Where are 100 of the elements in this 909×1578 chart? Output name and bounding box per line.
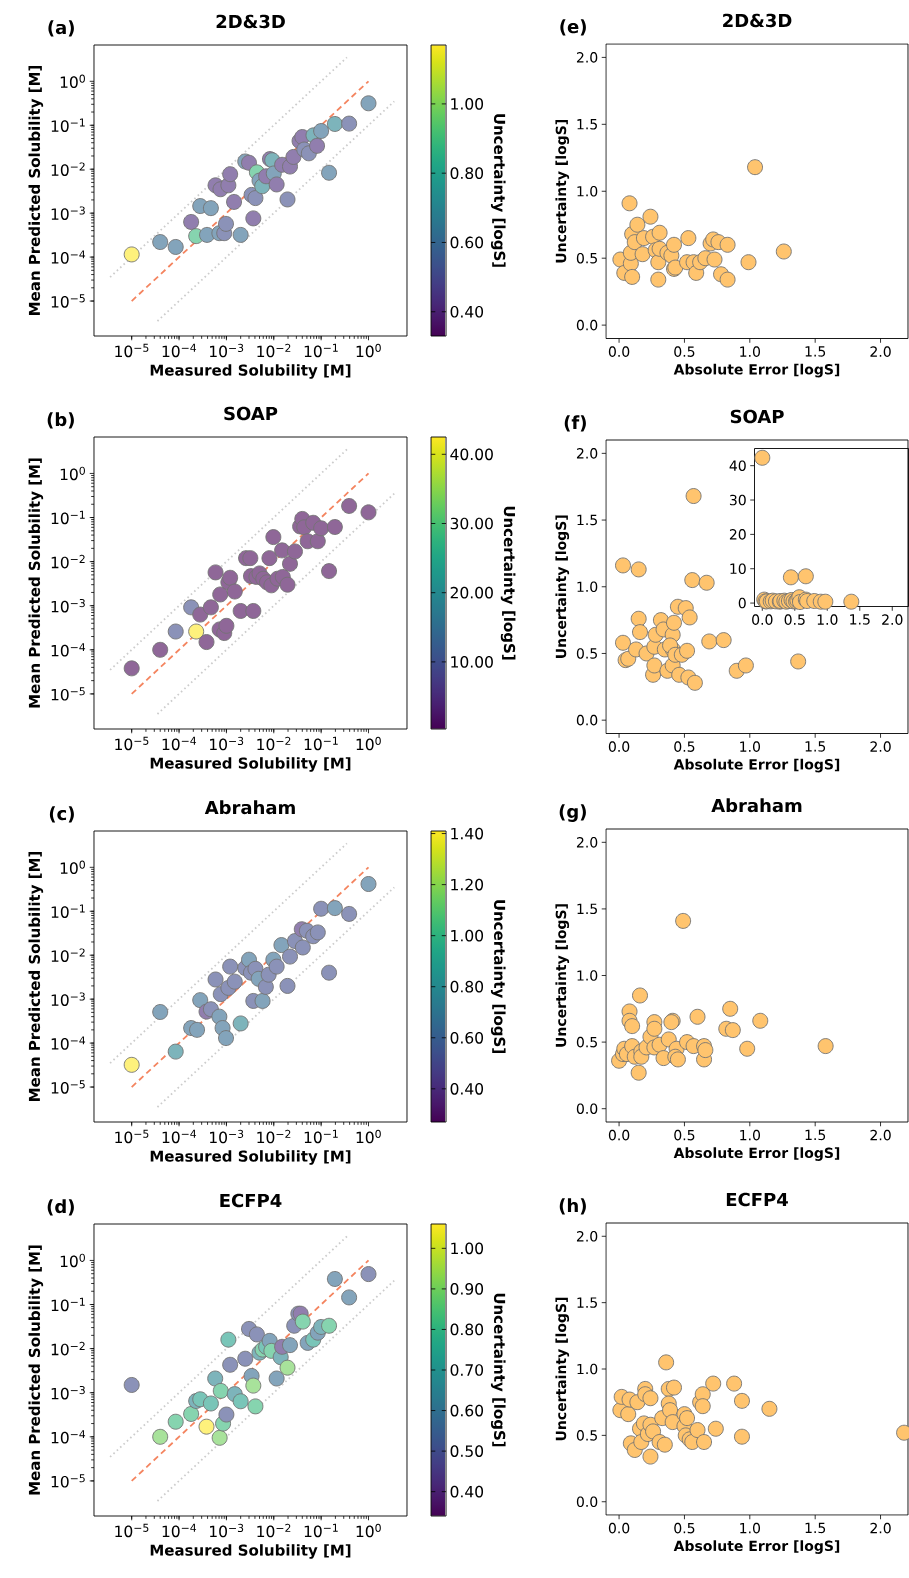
y-tick-label: 10$^{−1}$ (51, 118, 85, 132)
point (615, 634, 631, 651)
x-tick-label: 10$^{0}$ (356, 1523, 381, 1538)
x-axis-title: Absolute Error [logS] (673, 1540, 840, 1554)
color-bar-label: 0.80 (450, 1323, 484, 1336)
y-tick-label: 10$^{0}$ (60, 466, 85, 481)
chart-title: 2D&3D (723, 13, 792, 28)
x-tick-label: 10$^{−1}$ (304, 1523, 338, 1538)
x-axis-title: Absolute Error [logS] (673, 1147, 840, 1161)
y-tick-label: 1.0 (577, 581, 598, 593)
y-axis-title: Uncertainty [logS] (555, 515, 570, 658)
point (624, 268, 641, 285)
y-tick-label: 10$^{−2}$ (51, 162, 85, 176)
y-tick-label: 10$^{−5}$ (51, 1474, 85, 1488)
point (680, 230, 697, 247)
x-tick-label: 0.0 (608, 346, 630, 357)
color-bar-title: Uncertainty [logS] (490, 900, 506, 1053)
x-tick-label: 10$^{−1}$ (304, 343, 338, 358)
point (734, 1392, 750, 1409)
point (620, 1406, 637, 1423)
color-bar-label: 0.40 (450, 1485, 484, 1498)
x-tick-label: 0.5 (784, 614, 805, 625)
y-tick-label: 10$^{−4}$ (51, 1430, 86, 1444)
point (642, 1390, 659, 1407)
y-tick-label: 1.0 (577, 1363, 598, 1375)
x-tick-label: 0.5 (674, 346, 695, 357)
point (621, 195, 638, 212)
point (685, 488, 702, 504)
x-tick-label: 10$^{0}$ (356, 736, 381, 751)
point (740, 254, 757, 271)
x-tick-label: 10$^{−4}$ (162, 343, 197, 358)
y-tick-label: 1.5 (577, 119, 597, 130)
chart-title: Abraham (204, 800, 295, 815)
x-tick-label: 1.5 (850, 614, 870, 625)
x-tick-label: 2.0 (870, 741, 891, 752)
point (646, 657, 663, 674)
point (752, 1012, 769, 1029)
point (706, 251, 723, 268)
y-tick-label: 0.5 (576, 648, 597, 659)
point (790, 653, 807, 670)
x-tick-label: 10$^{−5}$ (115, 1129, 149, 1144)
y-tick-label: 10$^{−3}$ (51, 598, 85, 613)
x-tick-label: 2.0 (870, 1129, 891, 1141)
point (630, 610, 647, 627)
y-axis-title: Mean Predicted Solubility [M] (28, 1245, 44, 1495)
y-tick-label: 30 (729, 494, 746, 506)
x-tick-label: 1.5 (805, 1129, 826, 1141)
y-axis-title: Uncertainty [logS] (555, 904, 570, 1047)
point (646, 1020, 663, 1037)
point (689, 1008, 706, 1025)
y-tick-label: 10$^{0}$ (60, 860, 85, 875)
chart-title: Abraham (711, 798, 802, 813)
x-tick-label: 1.5 (805, 346, 826, 357)
y-tick-label: 2.0 (576, 448, 598, 459)
x-tick-label: 10$^{−5}$ (115, 1523, 149, 1538)
x-tick-label: 0.0 (608, 741, 630, 752)
color-bar-label: 20.00 (450, 586, 493, 599)
y-axis-title: Uncertainty [logS] (555, 119, 570, 263)
x-tick-label: 0.5 (674, 741, 695, 752)
color-bar-label: 0.50 (450, 1445, 484, 1457)
point (650, 271, 667, 288)
x-tick-label: 1.0 (740, 741, 761, 752)
point (675, 912, 692, 929)
color-bar-label: 1.00 (451, 98, 484, 110)
y-tick-label: 1.5 (577, 514, 597, 526)
y-tick-label: 0.5 (576, 1036, 597, 1048)
x-tick-label: 1.0 (740, 346, 761, 357)
y-axis-title: Mean Predicted Solubility [M] (28, 458, 44, 708)
color-bar-title: Uncertainty [logS] (490, 1293, 506, 1447)
y-axis-title: Mean Predicted Solubility [M] (28, 65, 44, 315)
y-tick-label: 20 (729, 529, 746, 540)
color-bar-label: 0.60 (450, 1404, 484, 1417)
y-tick-label: 10$^{−3}$ (51, 206, 85, 220)
chart-title: SOAP (730, 409, 784, 424)
color-bar-label: 0.60 (450, 236, 484, 249)
point (666, 1379, 682, 1396)
color-bar-label: 40.00 (450, 448, 493, 461)
point (666, 236, 682, 253)
point (632, 624, 648, 641)
text: (b) (47, 412, 74, 429)
y-tick-label: 1.5 (577, 903, 597, 915)
x-tick-label: 2.0 (882, 614, 903, 625)
point (698, 574, 715, 591)
y-tick-label: 0 (738, 597, 746, 609)
y-tick-label: 10$^{−3}$ (51, 992, 85, 1006)
x-tick-label: 10$^{−1}$ (304, 1129, 338, 1144)
y-tick-label: 40 (729, 460, 746, 471)
x-tick-label: 10$^{−3}$ (210, 343, 244, 358)
y-tick-label: 1.5 (577, 1297, 597, 1308)
point (726, 1375, 743, 1392)
text: (g) (559, 804, 586, 822)
x-tick-label: 10$^{0}$ (356, 1129, 381, 1144)
x-tick-label: 10$^{−2}$ (257, 736, 291, 751)
x-tick-label: 2.0 (870, 1522, 891, 1534)
point (739, 1040, 756, 1057)
y-tick-label: 10 (730, 563, 746, 575)
y-tick-label: 10$^{0}$ (60, 1253, 85, 1268)
point (694, 1398, 711, 1415)
x-tick-label: 1.0 (817, 614, 838, 625)
x-tick-label: 1.5 (805, 741, 826, 752)
